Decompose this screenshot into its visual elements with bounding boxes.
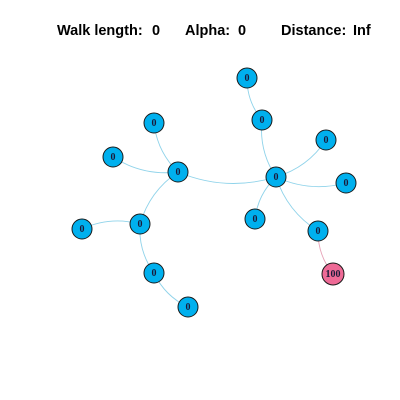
graph-node[interactable]: 0 xyxy=(236,67,258,89)
header: Walk length: 0 Alpha: 0 Distance: Inf xyxy=(57,23,371,39)
node-label: 100 xyxy=(326,269,341,280)
node-circle xyxy=(143,112,165,134)
node-circle xyxy=(251,109,273,131)
node-label: 0 xyxy=(152,118,157,129)
graph-node-target[interactable]: 100 xyxy=(321,262,345,286)
node-label: 0 xyxy=(344,178,349,189)
node-label: 0 xyxy=(253,214,258,225)
node-label: 0 xyxy=(186,302,191,313)
node-circle xyxy=(307,220,329,242)
node-label: 0 xyxy=(111,152,116,163)
graph-node[interactable]: 0 xyxy=(177,296,199,318)
graph-node[interactable]: 0 xyxy=(335,172,357,194)
distance-label: Distance: xyxy=(281,23,346,39)
node-label: 0 xyxy=(152,268,157,279)
node-circle xyxy=(177,296,199,318)
node-circle xyxy=(129,213,151,235)
graph-node[interactable]: 0 xyxy=(129,213,151,235)
node-circle xyxy=(265,166,287,188)
graph-edge xyxy=(177,171,277,184)
edge-layer xyxy=(81,77,347,308)
node-circle xyxy=(143,262,165,284)
walk-length-value: 0 xyxy=(152,23,160,39)
graph-node[interactable]: 0 xyxy=(265,166,287,188)
graph-node[interactable]: 0 xyxy=(143,112,165,134)
graph-edge xyxy=(275,176,347,188)
graph-node[interactable]: 0 xyxy=(143,262,165,284)
node-circle xyxy=(71,218,93,240)
node-label: 0 xyxy=(245,73,250,84)
node-label: 0 xyxy=(138,219,143,230)
graph-node[interactable]: 0 xyxy=(102,146,124,168)
node-circle xyxy=(335,172,357,194)
node-label: 0 xyxy=(324,135,329,146)
node-layer: 0 0 0 0 0 0 0 0 0 0 0 0 0 0 100 xyxy=(71,67,357,318)
graph-node[interactable]: 0 xyxy=(167,161,189,183)
node-label: 0 xyxy=(176,167,181,178)
node-circle xyxy=(321,262,345,286)
alpha-value: 0 xyxy=(238,23,246,39)
node-label: 0 xyxy=(80,224,85,235)
walk-length-label: Walk length: xyxy=(57,23,143,39)
graph-node[interactable]: 0 xyxy=(244,208,266,230)
distance-value: Inf xyxy=(353,23,371,39)
node-circle xyxy=(236,67,258,89)
node-label: 0 xyxy=(260,115,265,126)
node-label: 0 xyxy=(274,172,279,183)
graph-node[interactable]: 0 xyxy=(71,218,93,240)
node-circle xyxy=(167,161,189,183)
graph-node[interactable]: 0 xyxy=(251,109,273,131)
alpha-label: Alpha: xyxy=(185,23,230,39)
node-circle xyxy=(102,146,124,168)
graph-node[interactable]: 0 xyxy=(307,220,329,242)
node-label: 0 xyxy=(316,226,321,237)
node-circle xyxy=(315,129,337,151)
node-circle xyxy=(244,208,266,230)
graph-node[interactable]: 0 xyxy=(315,129,337,151)
